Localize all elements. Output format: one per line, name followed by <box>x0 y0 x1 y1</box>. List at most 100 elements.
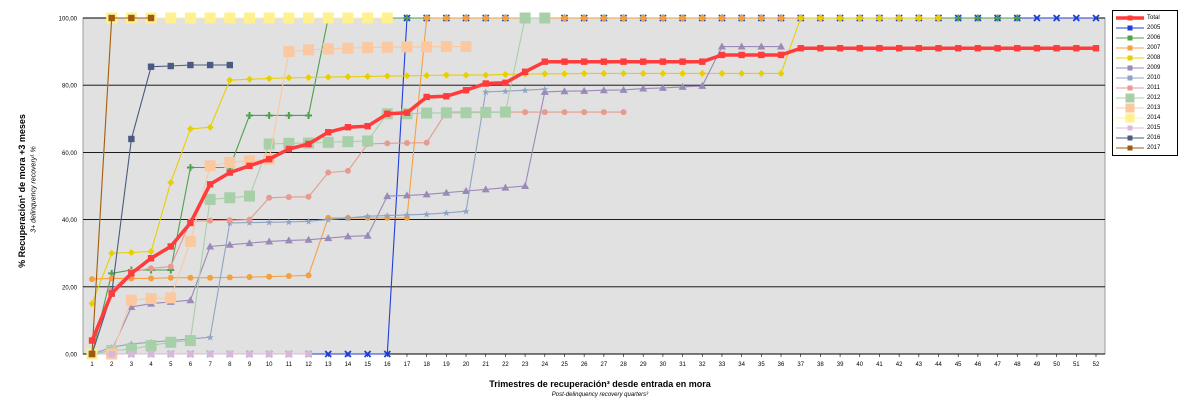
point-2015-2 <box>108 350 115 358</box>
point-2012-10 <box>263 138 275 150</box>
series-2009 <box>88 42 786 357</box>
series-line-total <box>90 46 1096 342</box>
point-total-3 <box>128 270 135 277</box>
point-total-18 <box>423 93 430 101</box>
point-2011-23 <box>522 109 529 116</box>
point-2014-9 <box>243 12 255 24</box>
x-tick-label: 25 <box>561 362 568 368</box>
point-2008-28 <box>620 69 628 77</box>
x-tick-label: 4 <box>149 362 153 368</box>
point-2011-13 <box>325 169 332 176</box>
legend-label-2016: 2016 <box>1147 135 1161 141</box>
point-2008-19 <box>442 71 450 79</box>
point-total-47 <box>994 45 1001 52</box>
point-2013-14 <box>342 42 354 54</box>
point-2009-16 <box>383 192 392 200</box>
point-2013-20 <box>460 41 472 53</box>
x-tick-label: 36 <box>778 362 785 368</box>
point-2012-19 <box>440 107 452 119</box>
point-2012-6 <box>184 335 196 347</box>
point-2005-49 <box>1033 14 1041 22</box>
point-2012-9 <box>243 190 255 202</box>
x-tick-label: 24 <box>541 362 548 368</box>
x-tick-label: 37 <box>797 362 804 368</box>
series-2008 <box>88 14 943 308</box>
x-tick-label: 46 <box>975 362 982 368</box>
point-2009-12 <box>304 235 313 243</box>
point-2014-14 <box>342 12 354 24</box>
point-2013-4 <box>145 293 157 305</box>
point-2007-9 <box>246 274 253 281</box>
legend-swatch-2012 <box>1116 93 1144 103</box>
point-2007-31 <box>679 15 686 21</box>
point-2012-24 <box>539 12 551 24</box>
point-2008-2 <box>108 249 116 257</box>
point-2014-10 <box>263 12 275 24</box>
series-line-2009 <box>91 46 781 355</box>
point-2013-12 <box>303 44 315 56</box>
point-2011-28 <box>620 109 627 116</box>
point-2013-11 <box>283 46 295 58</box>
point-2008-37 <box>797 14 805 22</box>
point-2011-27 <box>600 109 607 116</box>
point-total-9 <box>246 162 253 170</box>
point-2007-30 <box>659 15 666 21</box>
point-2008-4 <box>147 248 155 256</box>
point-2007-1 <box>89 276 95 283</box>
point-2012-21 <box>480 106 492 118</box>
x-tick-label: 33 <box>719 362 726 368</box>
x-tick-label: 30 <box>660 362 667 368</box>
point-2008-42 <box>895 14 903 22</box>
point-2007-5 <box>167 274 174 281</box>
point-total-49 <box>1033 45 1041 52</box>
point-2008-27 <box>600 69 608 77</box>
point-2015-7 <box>206 350 214 358</box>
x-axis-subtitle: Post-delinquency recovery quarters³ <box>551 392 649 398</box>
legend-label-2005: 2005 <box>1147 25 1161 31</box>
point-2012-8 <box>224 192 236 204</box>
legend-item-2010: 2010 <box>1113 73 1177 83</box>
x-tick-label: 3 <box>130 362 134 368</box>
point-2008-17 <box>403 72 411 80</box>
x-tick-label: 31 <box>679 362 686 368</box>
series-2017 <box>88 14 155 358</box>
point-2015-12 <box>305 350 312 358</box>
point-total-35 <box>758 51 765 59</box>
point-2008-6 <box>186 125 194 133</box>
x-tick-label: 13 <box>325 362 332 368</box>
x-tick-label: 44 <box>935 362 942 368</box>
point-2009-10 <box>265 237 274 245</box>
point-total-25 <box>561 58 568 65</box>
point-2014-15 <box>362 12 374 24</box>
legend-label-2013: 2013 <box>1147 105 1161 111</box>
point-total-50 <box>1053 45 1060 52</box>
point-2008-7 <box>206 123 214 131</box>
point-2008-10 <box>265 74 273 82</box>
point-2016-3 <box>128 135 135 143</box>
legend-swatch-2016 <box>1116 135 1144 141</box>
legend-item-2016: 2016 <box>1113 133 1177 143</box>
point-2008-21 <box>482 71 490 79</box>
point-total-34 <box>738 51 745 59</box>
point-2015-4 <box>147 350 155 358</box>
point-2013-7 <box>204 160 216 172</box>
point-2006-45 <box>954 14 962 22</box>
x-tick-label: 8 <box>228 362 232 368</box>
x-tick-label: 47 <box>994 362 1001 368</box>
point-total-27 <box>600 58 608 65</box>
x-tick-label: 29 <box>640 362 647 368</box>
point-2005-16 <box>383 350 391 358</box>
point-2014-8 <box>224 12 236 24</box>
point-2009-14 <box>343 232 352 240</box>
point-total-4 <box>147 255 155 262</box>
legend-swatch-2011 <box>1116 85 1144 91</box>
point-2009-29 <box>639 84 648 92</box>
x-tick-label: 14 <box>345 362 352 368</box>
point-total-42 <box>895 45 903 52</box>
point-2007-35 <box>758 15 765 21</box>
point-2010-20 <box>462 207 470 215</box>
point-total-19 <box>443 93 450 100</box>
point-2010-11 <box>285 218 293 226</box>
x-tick-label: 35 <box>758 362 765 368</box>
point-total-11 <box>285 145 293 153</box>
